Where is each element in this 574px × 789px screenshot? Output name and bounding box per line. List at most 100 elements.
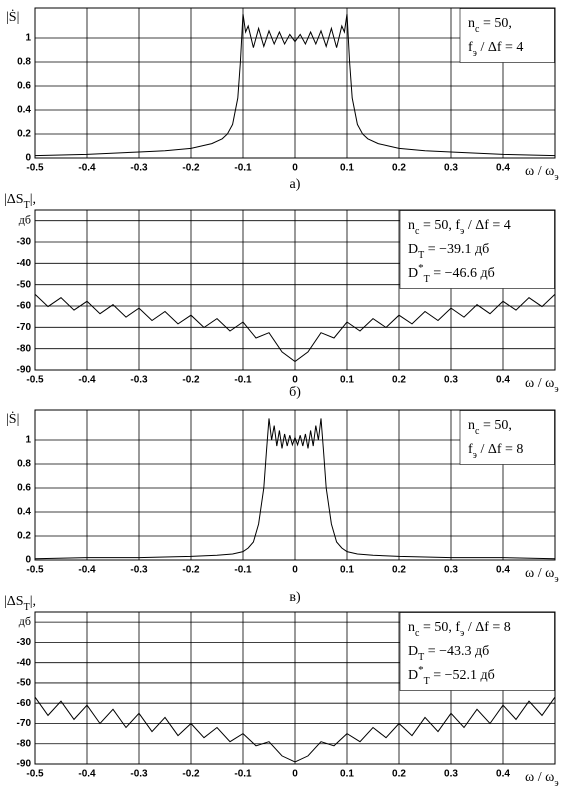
y-tick-label: 0.6 [17,483,31,494]
annotation-line: DT = −39.1 дб [408,242,489,261]
text-part: = 50, f [419,620,460,635]
x-tick-label: -0.5 [26,375,44,386]
x-tick-label: -0.1 [234,769,252,780]
text-part: = 50, f [419,218,460,233]
text-part: = −52.1 дб [430,668,495,683]
annotation-line: fэ / Δf = 4 [468,40,523,59]
text-part: c [475,426,480,437]
x-tick-label: 0.2 [392,163,406,174]
x-tick-label: -0.2 [182,163,200,174]
x-tick-label: 0.2 [392,769,406,780]
y-tick-label: -30 [17,637,32,648]
x-axis-label: ω / ωэ [525,164,559,183]
x-tick-label: -0.3 [130,769,148,780]
text-part: T [418,250,424,261]
y-axis-label: |ΔST|, [4,192,36,211]
x-tick-label: -0.1 [234,375,252,386]
x-tick-label: -0.3 [130,163,148,174]
x-axis-label: ω / ωэ [525,566,559,585]
text-part: D [408,644,418,659]
y-tick-label: -50 [17,279,32,290]
y-tick-label: -80 [17,738,32,749]
x-tick-label: 0.4 [496,769,510,780]
y-tick-label: -70 [17,322,32,333]
text-part: = 50, [479,418,511,433]
y-tick-label: -90 [17,759,32,770]
y-tick-label: 1 [25,435,31,446]
x-tick-label: -0.2 [182,565,200,576]
x-tick-label: 0.3 [444,163,458,174]
x-tick-label: -0.5 [26,163,44,174]
x-tick-label: -0.1 [234,565,252,576]
text-part: э [554,778,558,789]
x-tick-label: -0.3 [130,375,148,386]
data-line [34,418,556,560]
x-tick-label: -0.4 [78,769,96,780]
text-part: * [418,262,424,274]
y-tick-label: 0.4 [17,507,31,518]
y-tick-label: 0.2 [17,531,31,542]
annotation-box [459,410,555,465]
x-tick-label: 0.1 [340,163,354,174]
text-part: c [415,226,420,237]
data-line [34,696,556,763]
text-part: э [554,172,558,183]
text-part: э [554,384,558,395]
text-part: c [415,628,420,639]
x-tick-label: -0.4 [78,565,96,576]
y-tick-label: -80 [17,343,32,354]
text-part: T [424,274,430,285]
y-tick-label: дб [19,614,31,628]
x-tick-label: 0.4 [496,375,510,386]
text-part: / Δf = 4 [477,40,523,55]
caption: в) [289,590,301,605]
text-part: = 50, [479,16,511,31]
text-part: n [408,218,415,233]
x-tick-label: 0.4 [496,565,510,576]
x-tick-label: 0.1 [340,769,354,780]
caption: а) [290,177,301,192]
x-tick-label: -0.2 [182,375,200,386]
annotation-line: nc = 50, fэ / Δf = 4 [408,218,511,237]
x-tick-label: 0.1 [340,375,354,386]
y-tick-label: 0 [25,153,31,164]
text-part: f [468,442,473,457]
text-part: / Δf = 8 [477,442,523,457]
x-tick-label: -0.3 [130,565,148,576]
text-part: = −46.6 дб [430,266,495,281]
x-tick-label: -0.5 [26,769,44,780]
annotation-line: D*T = −52.1 дб [408,664,495,687]
y-tick-label: -60 [17,698,32,709]
y-tick-label: -60 [17,301,32,312]
x-axis-label: ω / ωэ [525,376,559,395]
text-part: T [24,602,30,613]
y-tick-label: -70 [17,718,32,729]
text-part: D [408,242,418,257]
text-part: э [460,628,464,639]
text-part: * [418,664,424,676]
annotation-line: D*T = −46.6 дб [408,262,495,285]
annotation-box [399,210,555,289]
text-part: n [468,16,475,31]
text-part: э [460,226,464,237]
text-part: T [418,652,424,663]
y-tick-label: -30 [17,237,32,248]
annotation-line: nc = 50, [468,418,512,437]
text-part: = −39.1 дб [424,242,489,257]
annotation-line: nc = 50, fэ / Δf = 8 [408,620,511,639]
x-axis-label: ω / ωэ [525,770,559,789]
x-tick-label: -0.4 [78,375,96,386]
x-tick-label: -0.5 [26,565,44,576]
x-tick-label: 0 [292,565,298,576]
y-tick-label: -40 [17,657,32,668]
x-tick-label: 0.2 [392,375,406,386]
text-part: D [408,668,418,683]
data-line [34,293,556,363]
x-tick-label: 0.2 [392,565,406,576]
text-part: э [473,48,477,59]
text-part: ω / ω [525,164,554,179]
text-part: / Δf = 8 [464,620,510,635]
y-tick-label: 0.6 [17,81,31,92]
text-part: / Δf = 4 [464,218,510,233]
